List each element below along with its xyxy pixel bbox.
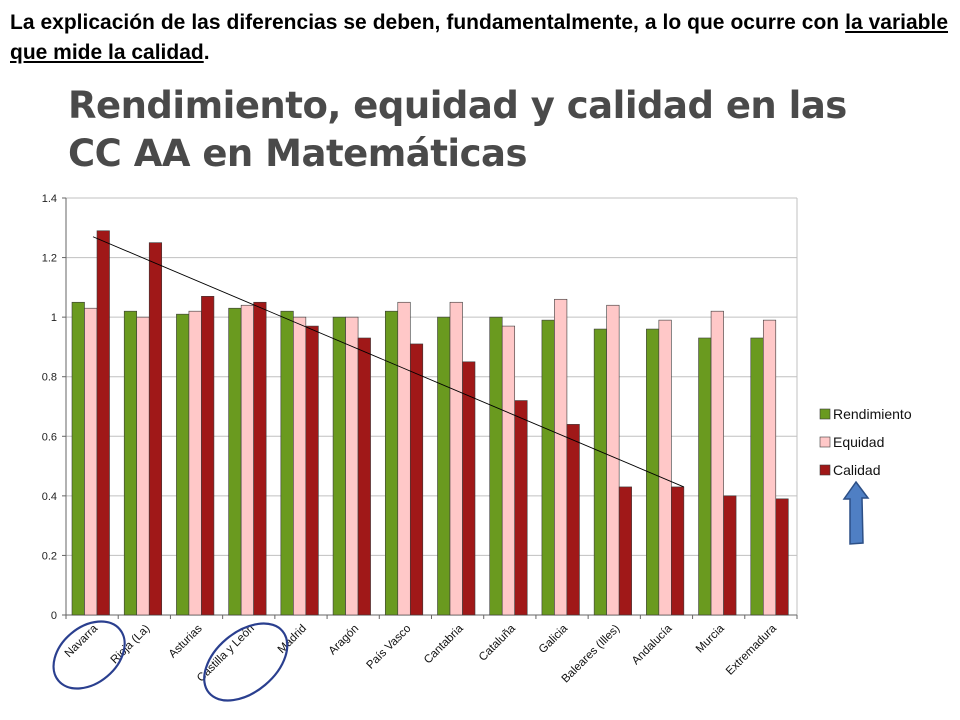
bar-calidad-2 bbox=[201, 295, 215, 616]
y-tick-labels: 0 0.2 0.4 0.6 0.8 1 1.2 1.4 bbox=[42, 193, 57, 622]
legend: Rendimiento Equidad Calidad bbox=[819, 406, 912, 478]
legend-swatch-calidad bbox=[819, 464, 831, 476]
arrow-up-icon bbox=[842, 480, 870, 545]
y-tick-label: 0.2 bbox=[42, 550, 57, 562]
annotations bbox=[52, 480, 870, 702]
y-tick-label: 0.4 bbox=[42, 491, 57, 503]
gridlines bbox=[66, 197, 797, 616]
y-tick-label: 0 bbox=[51, 610, 57, 622]
legend-label-rendimiento: Rendimiento bbox=[833, 406, 912, 422]
bar-calidad-11 bbox=[671, 486, 685, 616]
bar-equidad-5 bbox=[345, 316, 359, 616]
bar-rendimiento-4 bbox=[280, 310, 294, 616]
y-tick-label: 1 bbox=[51, 312, 57, 324]
legend-label-equidad: Equidad bbox=[833, 434, 884, 450]
category-label: País Vasco bbox=[364, 623, 413, 672]
bar-equidad-2 bbox=[188, 310, 202, 616]
category-label: Andalucía bbox=[630, 622, 675, 667]
highlight-circle bbox=[52, 620, 126, 690]
y-tick-label: 1.4 bbox=[42, 193, 57, 205]
slide-title: Rendimiento, equidad y calidad en las CC… bbox=[68, 84, 847, 175]
category-label: Murcia bbox=[694, 622, 727, 655]
y-tick-label: 0.6 bbox=[42, 431, 57, 443]
bar-equidad-13 bbox=[762, 319, 777, 616]
y-tick-label: 1.2 bbox=[42, 253, 57, 265]
bar-rendimiento-3 bbox=[228, 307, 242, 616]
bar-calidad-3 bbox=[253, 301, 267, 616]
category-label: Asturias bbox=[167, 622, 205, 660]
intro-end-text: . bbox=[203, 41, 210, 64]
category-label: Aragón bbox=[327, 623, 362, 658]
bar-equidad-6 bbox=[397, 301, 411, 616]
bar-rendimiento-13 bbox=[750, 337, 764, 616]
intro-text: La explicación de las diferencias se deb… bbox=[10, 11, 846, 34]
category-label: Cataluña bbox=[477, 622, 518, 663]
bar-calidad-13 bbox=[775, 498, 789, 616]
category-label: Madrid bbox=[276, 623, 309, 656]
bar-equidad-10 bbox=[606, 304, 620, 616]
bar-calidad-5 bbox=[357, 337, 371, 616]
legend-swatch-rendimiento bbox=[819, 408, 831, 420]
bar-equidad-12 bbox=[710, 310, 724, 616]
bar-calidad-4 bbox=[305, 325, 319, 616]
bar-equidad-11 bbox=[658, 319, 672, 616]
bar-rendimiento-12 bbox=[698, 337, 712, 616]
y-tick-label: 0.8 bbox=[42, 372, 57, 384]
bar-rendimiento-0 bbox=[71, 301, 85, 616]
category-label: Galicia bbox=[537, 622, 571, 656]
trend-line bbox=[92, 236, 685, 488]
bars bbox=[71, 230, 789, 616]
bar-equidad-4 bbox=[293, 316, 307, 616]
bar-equidad-3 bbox=[240, 304, 254, 616]
bar-calidad-6 bbox=[409, 343, 424, 616]
highlight-circle bbox=[203, 622, 289, 702]
bar-equidad-0 bbox=[84, 307, 98, 616]
bar-equidad-7 bbox=[449, 301, 463, 616]
bar-calidad-8 bbox=[514, 400, 528, 616]
bar-calidad-12 bbox=[723, 495, 737, 616]
bar-rendimiento-8 bbox=[489, 316, 503, 616]
bar-rendimiento-6 bbox=[384, 310, 399, 616]
bar-rendimiento-2 bbox=[176, 313, 190, 616]
bar-equidad-8 bbox=[501, 325, 516, 616]
category-label: Cantabria bbox=[422, 622, 466, 666]
bar-calidad-7 bbox=[462, 361, 476, 616]
category-label: Rioja (La) bbox=[109, 623, 153, 667]
bar-rendimiento-5 bbox=[332, 316, 346, 616]
bar-equidad-1 bbox=[136, 316, 150, 616]
legend-label-calidad: Calidad bbox=[833, 462, 880, 478]
legend-swatch-equidad bbox=[819, 436, 831, 448]
bar-rendimiento-9 bbox=[541, 319, 555, 616]
intro-paragraph: La explicación de las diferencias se deb… bbox=[10, 8, 948, 68]
intro-underlined-text: la variable que mide la calidad bbox=[10, 11, 949, 64]
bar-rendimiento-1 bbox=[123, 310, 138, 616]
trend-line-group bbox=[92, 236, 685, 488]
category-label: Extremadura bbox=[724, 622, 779, 677]
bar-rendimiento-10 bbox=[593, 328, 607, 616]
bar-calidad-0 bbox=[96, 230, 110, 616]
bar-calidad-9 bbox=[566, 424, 580, 616]
bar-calidad-1 bbox=[148, 242, 163, 616]
bar-calidad-10 bbox=[618, 486, 632, 616]
bar-rendimiento-7 bbox=[437, 316, 451, 616]
category-label: Navarra bbox=[63, 622, 101, 660]
bar-equidad-9 bbox=[554, 298, 568, 616]
